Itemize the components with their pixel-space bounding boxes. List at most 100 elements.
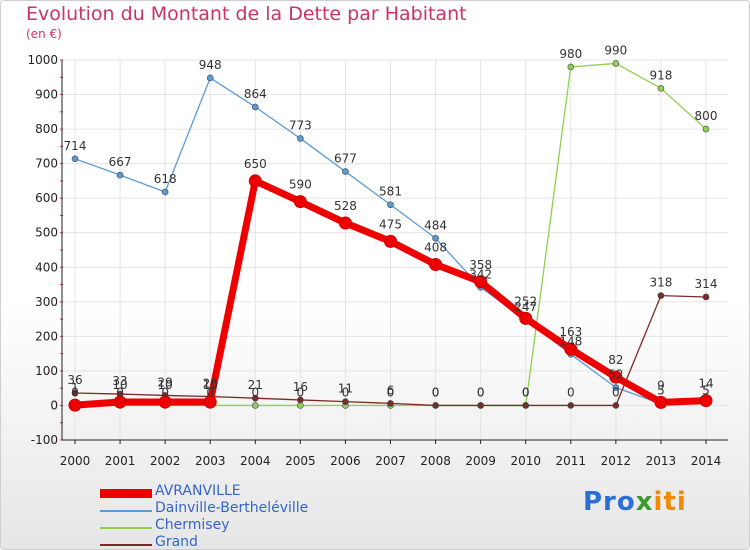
data-label: 0 bbox=[522, 385, 530, 399]
data-label: 342 bbox=[469, 267, 492, 281]
data-label: 667 bbox=[109, 155, 132, 169]
y-tick-label: 800 bbox=[35, 122, 58, 136]
data-label: 314 bbox=[695, 277, 718, 291]
x-tick-label: 2007 bbox=[375, 454, 406, 468]
data-label: 581 bbox=[379, 185, 402, 199]
y-tick-label: 100 bbox=[35, 364, 58, 378]
data-label: 9 bbox=[657, 378, 665, 392]
proxiti-logo: Proxiti bbox=[583, 487, 687, 517]
data-point bbox=[113, 395, 127, 409]
x-tick-label: 2006 bbox=[330, 454, 361, 468]
data-point bbox=[612, 384, 620, 391]
data-label: 33 bbox=[112, 374, 127, 388]
data-label: 10 bbox=[203, 378, 218, 392]
logo-part-3: iti bbox=[653, 487, 687, 517]
x-tick-label: 2008 bbox=[420, 454, 451, 468]
data-point bbox=[71, 155, 79, 163]
y-tick-label: 300 bbox=[35, 295, 58, 309]
data-label: 948 bbox=[199, 58, 222, 72]
data-label: 475 bbox=[379, 217, 402, 231]
data-label: 358 bbox=[469, 258, 492, 272]
data-label: 0 bbox=[522, 385, 530, 399]
y-tick-label: 700 bbox=[35, 157, 58, 171]
data-point bbox=[342, 398, 349, 405]
data-point bbox=[702, 293, 710, 301]
data-point bbox=[116, 171, 124, 179]
logo-part-1: Pro bbox=[583, 487, 636, 517]
data-point bbox=[342, 168, 349, 175]
data-point bbox=[519, 311, 533, 325]
data-label: 148 bbox=[559, 334, 582, 348]
data-point bbox=[612, 60, 620, 67]
data-label: 26 bbox=[203, 376, 218, 390]
data-point bbox=[702, 125, 710, 133]
data-label: 0 bbox=[432, 385, 440, 399]
x-tick-label: 2000 bbox=[60, 454, 91, 468]
data-label: 714 bbox=[64, 139, 87, 153]
data-label: 0 bbox=[612, 385, 620, 399]
data-label: 0 bbox=[116, 385, 124, 399]
x-tick-label: 2010 bbox=[510, 454, 541, 468]
data-label: 528 bbox=[334, 199, 357, 213]
x-tick-label: 2014 bbox=[691, 454, 722, 468]
data-label: 0 bbox=[206, 385, 214, 399]
data-label: 36 bbox=[67, 373, 82, 387]
y-tick-label: 1000 bbox=[27, 53, 58, 67]
data-label: 163 bbox=[559, 325, 582, 339]
data-label: 11 bbox=[338, 382, 353, 396]
data-point bbox=[203, 395, 217, 409]
y-tick-label: -100 bbox=[31, 433, 58, 447]
data-label: 14 bbox=[698, 377, 713, 391]
x-tick-label: 2013 bbox=[646, 454, 677, 468]
data-label: 252 bbox=[514, 294, 537, 308]
data-point bbox=[384, 234, 397, 248]
data-point bbox=[564, 342, 578, 356]
y-tick-label: 0 bbox=[50, 398, 58, 412]
data-label: 590 bbox=[289, 178, 312, 192]
logo-part-2: x bbox=[635, 487, 654, 517]
data-label: 0 bbox=[161, 385, 169, 399]
legend-label: Grand bbox=[155, 534, 198, 550]
data-point bbox=[699, 394, 713, 408]
data-label: 0 bbox=[251, 385, 259, 399]
y-tick-label: 400 bbox=[35, 260, 58, 274]
legend-swatch bbox=[100, 510, 152, 512]
data-label: 10 bbox=[158, 378, 173, 392]
legend-swatch bbox=[100, 527, 152, 529]
data-point bbox=[297, 135, 304, 142]
data-point bbox=[338, 216, 352, 230]
data-label: 0 bbox=[342, 385, 350, 399]
legend-label: Chermisey bbox=[155, 517, 230, 533]
data-point bbox=[474, 275, 488, 289]
data-label: 29 bbox=[158, 375, 173, 389]
data-label: 618 bbox=[154, 172, 177, 186]
data-label: 0 bbox=[477, 385, 485, 399]
data-label: 1 bbox=[71, 381, 79, 395]
data-point bbox=[609, 370, 623, 384]
y-tick-label: 600 bbox=[35, 191, 58, 205]
data-label: 6 bbox=[387, 383, 395, 397]
data-point bbox=[68, 398, 82, 412]
legend-swatch bbox=[100, 544, 152, 546]
data-label: 408 bbox=[424, 241, 447, 255]
data-point bbox=[567, 402, 575, 409]
x-tick-label: 2004 bbox=[240, 454, 271, 468]
data-label: 0 bbox=[387, 385, 395, 399]
data-point bbox=[71, 389, 79, 397]
data-label: 677 bbox=[334, 152, 357, 166]
data-label: 773 bbox=[289, 118, 312, 132]
y-tick-label: 900 bbox=[35, 88, 58, 102]
x-tick-label: 2009 bbox=[465, 454, 496, 468]
data-point bbox=[251, 103, 259, 111]
data-label: 0 bbox=[432, 385, 440, 399]
data-point bbox=[158, 395, 172, 409]
data-label: 10 bbox=[112, 378, 127, 392]
data-point bbox=[293, 195, 307, 209]
data-point bbox=[477, 402, 484, 409]
legend-label: Dainville-Bertheléville bbox=[155, 500, 309, 516]
data-point bbox=[297, 396, 304, 404]
data-point bbox=[161, 188, 169, 196]
y-tick-label: 200 bbox=[35, 329, 58, 343]
data-point bbox=[206, 74, 214, 82]
